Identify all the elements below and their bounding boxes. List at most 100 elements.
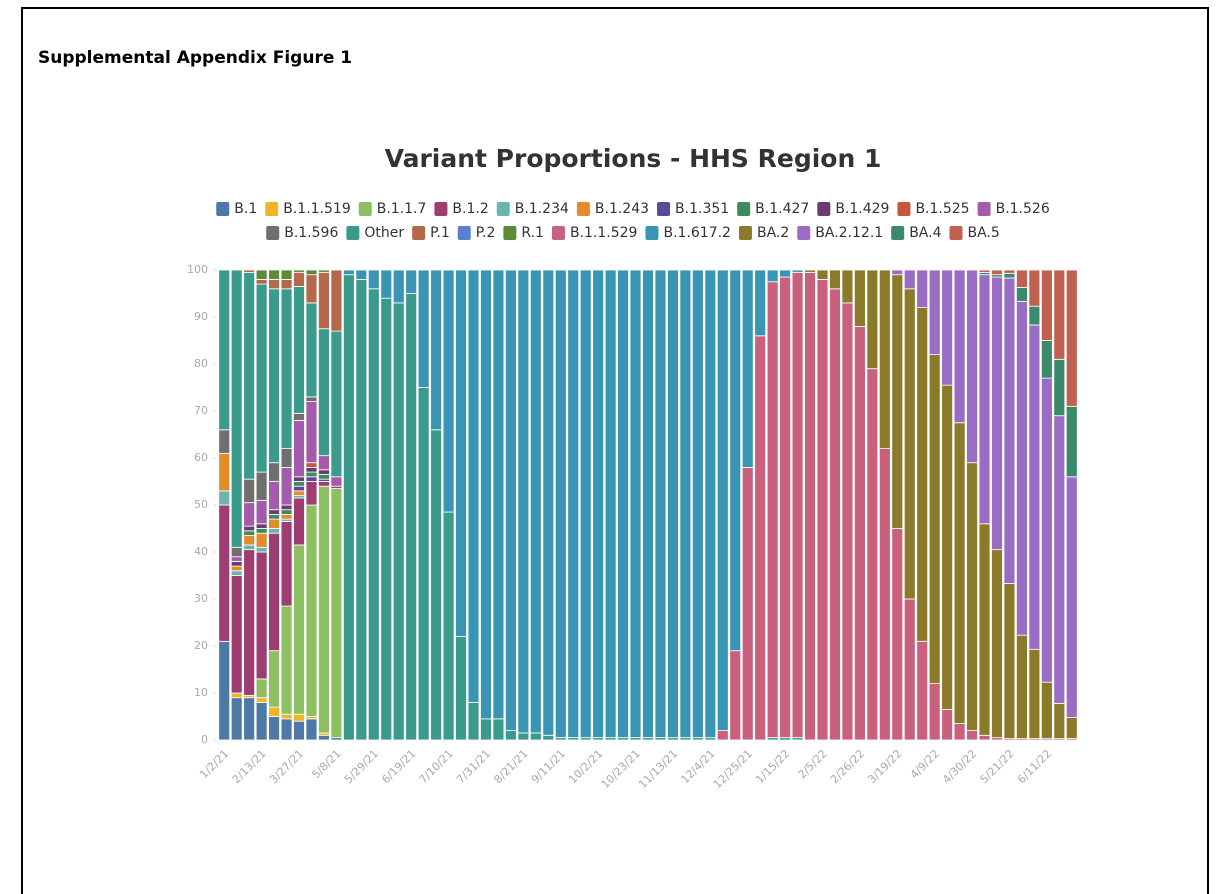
legend-label: B.1.1.7 [377, 201, 427, 217]
bar-segment [230, 565, 243, 572]
x-tick-label: 5/21/22 [978, 747, 1017, 786]
bar-segment [854, 325, 866, 741]
legend-swatch [576, 202, 590, 216]
y-tick-label: 0 [201, 733, 208, 746]
legend-swatch [266, 226, 280, 240]
x-tick-label: 1/15/22 [753, 747, 792, 786]
x-tick-label: 7/31/21 [454, 747, 493, 786]
y-tick-label: 10 [194, 686, 208, 699]
bar-segment [367, 269, 380, 290]
bar-segment [318, 485, 330, 734]
legend-label: BA.4 [909, 225, 941, 241]
bar-segment [255, 471, 268, 501]
legend-swatch [358, 202, 372, 216]
bar-segment [230, 269, 243, 548]
bar-segment [305, 718, 318, 741]
legend-swatch [457, 226, 471, 240]
bar-segment [779, 276, 791, 739]
bar-segment [268, 269, 280, 280]
x-tick-label: 6/19/21 [379, 747, 418, 786]
bar-segment [978, 269, 991, 273]
bar-segment [442, 269, 455, 513]
bar-segment [1065, 476, 1078, 718]
legend-label: BA.2.12.1 [815, 225, 883, 241]
bar-segment [280, 718, 293, 741]
bar-segment [928, 683, 941, 741]
legend-label: B.1.1.529 [570, 225, 638, 241]
y-tick-label: 90 [194, 310, 208, 323]
bar-segment [729, 650, 742, 741]
bar-segment [268, 518, 280, 529]
bar-segment [430, 429, 442, 741]
bar-segment [330, 269, 343, 332]
bar-segment [467, 269, 480, 703]
bar-segment [293, 476, 305, 482]
bar-segment [255, 697, 268, 703]
bar-segment [280, 713, 293, 720]
bar-segment [941, 269, 954, 386]
bar-segment [293, 419, 305, 478]
bar-segment [305, 396, 318, 402]
bar-segment [243, 502, 256, 527]
legend-label: B.1.617.2 [663, 225, 731, 241]
x-tick-label: 8/21/21 [491, 747, 530, 786]
bar-segment [1053, 702, 1066, 739]
bar-segment [841, 269, 854, 304]
bar-segment [280, 509, 293, 515]
legend-swatch [949, 226, 963, 240]
bar-segment [1040, 269, 1053, 341]
page-frame [21, 7, 1209, 894]
bar-segment [542, 734, 555, 741]
bar-segment [903, 288, 916, 600]
bar-segment [342, 274, 355, 741]
bar-segment [230, 570, 243, 576]
x-tick-label: 9/11/21 [529, 747, 568, 786]
bar-segment [305, 302, 318, 398]
x-tick-label: 1/2/21 [197, 747, 231, 781]
x-tick-label: 7/10/21 [417, 747, 456, 786]
bar-segment [1065, 269, 1078, 407]
legend-label: B.1.596 [284, 225, 338, 241]
bar-segment [766, 281, 779, 739]
bar-segment [268, 514, 280, 520]
bar-segment [280, 514, 293, 520]
bar-segment [891, 528, 904, 741]
x-tick-label: 5/8/21 [309, 747, 343, 781]
bar-segment [268, 481, 280, 511]
bar-segment [579, 269, 592, 739]
y-tick-label: 30 [194, 592, 208, 605]
bar-segment [704, 269, 717, 739]
bar-segment [480, 269, 492, 720]
legend-label: R.1 [521, 225, 544, 241]
bar-segment [305, 504, 318, 717]
bar-segment [916, 307, 929, 642]
bar-segment [280, 288, 293, 449]
x-tick-label: 4/30/22 [940, 747, 979, 786]
bar-segment [405, 269, 418, 294]
bar-segment [1040, 681, 1053, 739]
bar-segment [380, 269, 393, 299]
x-tick-label: 12/25/21 [711, 747, 755, 791]
bar-segment [417, 269, 430, 388]
bar-segment [505, 269, 517, 732]
bar-segment [1028, 305, 1041, 326]
bar-segment [804, 269, 816, 273]
bar-segment [268, 462, 280, 482]
bar-segment [1016, 634, 1028, 739]
bar-segment [293, 269, 305, 273]
bar-segment [268, 716, 280, 741]
bar-segment [293, 713, 305, 722]
legend-swatch [737, 202, 751, 216]
legend-label: P.1 [430, 225, 450, 241]
bar-segment [230, 546, 243, 558]
legend-swatch [216, 202, 230, 216]
bar-segment [280, 605, 293, 715]
bar-segment [779, 269, 791, 278]
bar-segment [467, 702, 480, 741]
bar-segment [517, 269, 530, 734]
bar-segment [243, 530, 256, 536]
legend-label: BA.5 [967, 225, 999, 241]
bar-segment [268, 509, 280, 515]
x-tick-label: 2/13/21 [230, 747, 269, 786]
